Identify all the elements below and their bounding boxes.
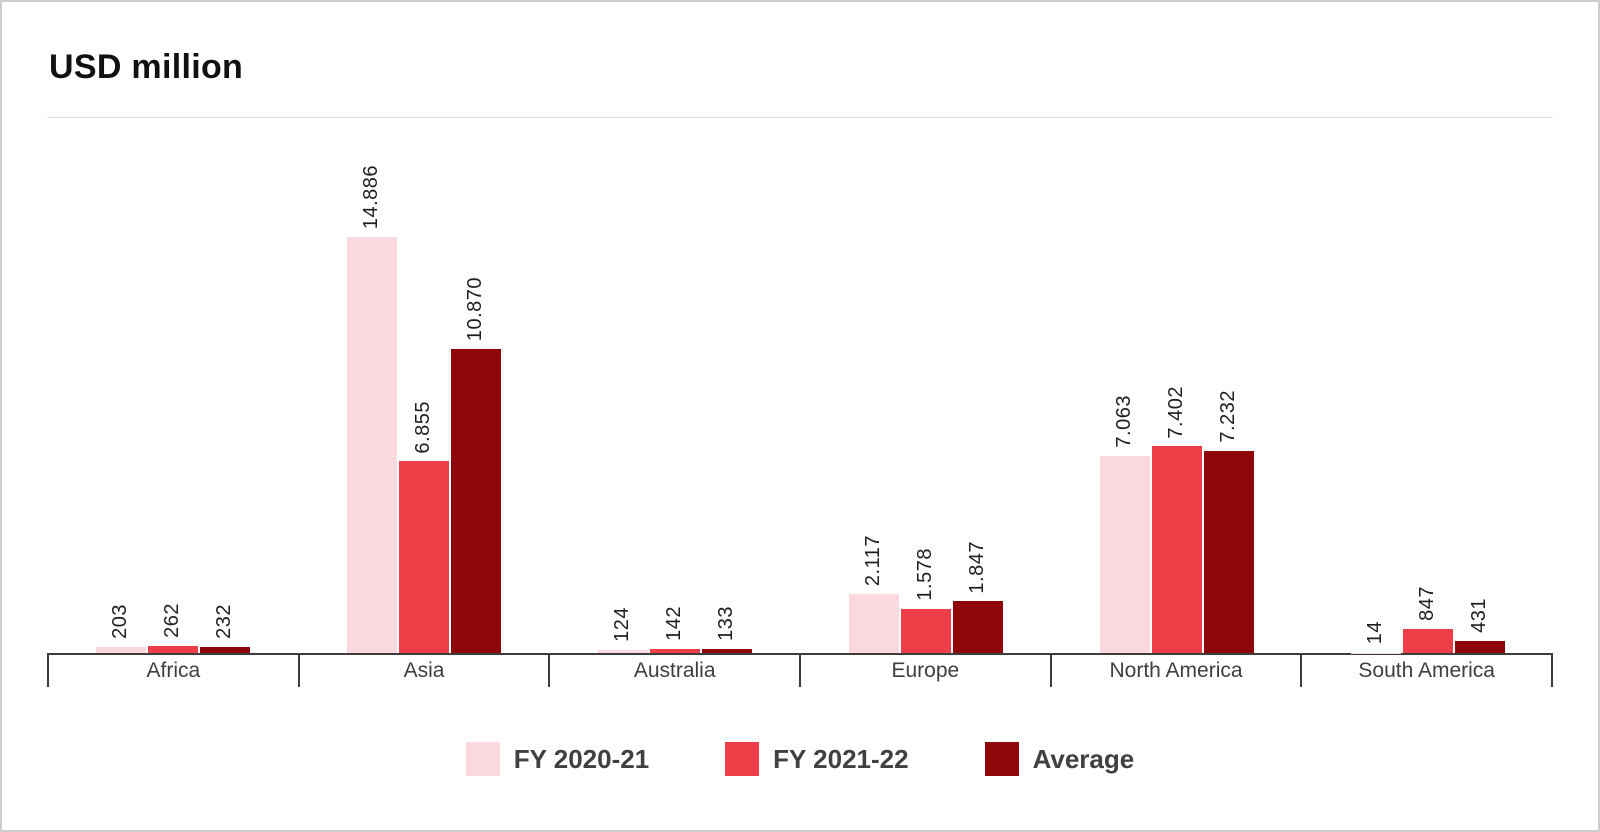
bar-value-label: 203 <box>109 604 131 640</box>
bar <box>199 646 250 653</box>
legend-swatch <box>465 742 500 776</box>
bar <box>398 461 449 653</box>
bar-slot: 232 <box>199 603 250 653</box>
bar <box>1203 450 1254 653</box>
bar-slot: 262 <box>147 602 198 653</box>
legend-label: FY 2021-22 <box>773 743 909 774</box>
bar-value-label: 7.402 <box>1165 385 1187 439</box>
bar-group-europe: 2.117 1.578 1.847 <box>800 118 1051 653</box>
bar-value-label: 1.578 <box>914 548 936 601</box>
bar-slot: 431 <box>1454 598 1505 653</box>
bar <box>900 608 951 653</box>
bar-slot: 142 <box>649 606 700 653</box>
bar <box>147 645 198 653</box>
bar-slot: 124 <box>597 606 648 653</box>
bar-value-label: 232 <box>213 603 235 639</box>
bar-slot: 847 <box>1402 586 1453 653</box>
bar-value-label: 14 <box>1364 621 1386 645</box>
bar <box>95 647 146 653</box>
bar-slot: 14 <box>1350 621 1401 653</box>
bar-value-label: 431 <box>1468 598 1490 633</box>
legend-swatch <box>725 742 760 776</box>
bar <box>346 237 397 653</box>
bar-slot: 7.232 <box>1203 390 1254 653</box>
category-axis: Africa Asia Australia Europe North America So… <box>47 653 1554 687</box>
bar-slot: 203 <box>95 604 146 653</box>
bar-slot: 7.063 <box>1099 395 1150 653</box>
bar-value-label: 10.870 <box>464 277 486 342</box>
plot-area: 203 262 232 14.886 6.855 10.870 124 142 133 2.117… <box>47 118 1553 653</box>
bar-group-south-america: 14 847 431 <box>1302 118 1553 653</box>
chart-title: USD million <box>49 48 244 86</box>
legend-label: FY 2020-21 <box>513 743 650 774</box>
bar-group-asia: 14.886 6.855 10.870 <box>298 118 549 653</box>
category-label-north-america: North America <box>1049 655 1301 687</box>
chart-card: USD million 203 262 232 14.886 6.855 10.870 12… <box>2 48 1598 776</box>
category-label-africa: Africa <box>47 655 298 687</box>
bar-value-label: 6.855 <box>412 400 434 454</box>
bar <box>1099 455 1150 653</box>
category-label-south-america: South America <box>1300 655 1554 687</box>
legend-item: FY 2021-22 <box>725 742 909 776</box>
bar-group-australia: 124 142 133 <box>549 118 800 653</box>
legend-item: Average <box>984 742 1135 776</box>
bar <box>1350 652 1401 653</box>
bar-value-label: 2.117 <box>862 534 884 586</box>
bar-slot: 133 <box>701 606 752 653</box>
legend-item: FY 2020-21 <box>465 742 650 776</box>
bar-value-label: 262 <box>161 602 183 638</box>
bar-value-label: 1.847 <box>966 540 988 594</box>
bar-group-north-america: 7.063 7.402 7.232 <box>1051 118 1302 653</box>
bar <box>1151 446 1202 653</box>
bar-group-africa: 203 262 232 <box>47 118 298 653</box>
bar <box>1454 641 1505 653</box>
bar <box>649 649 700 653</box>
legend-swatch <box>984 742 1019 776</box>
bar-slot: 6.855 <box>398 400 449 653</box>
bar-slot: 1.578 <box>900 548 951 653</box>
bar-value-label: 7.232 <box>1217 390 1239 443</box>
bar-value-label: 847 <box>1416 586 1438 622</box>
bar <box>597 649 648 653</box>
bar <box>701 649 752 653</box>
bar-value-label: 133 <box>715 606 737 642</box>
bar-slot: 1.847 <box>952 540 1003 653</box>
bar-slot: 10.870 <box>450 277 501 653</box>
bar <box>450 349 501 653</box>
bar-slot: 7.402 <box>1151 385 1202 653</box>
bar-value-label: 142 <box>663 606 685 641</box>
category-label-asia: Asia <box>297 655 549 687</box>
bar-value-label: 7.063 <box>1113 395 1135 448</box>
bar <box>952 601 1003 653</box>
bar-slot: 14.886 <box>346 164 397 653</box>
category-label-europe: Europe <box>799 655 1050 687</box>
category-label-australia: Australia <box>548 655 799 687</box>
legend-label: Average <box>1032 743 1135 774</box>
bar <box>1402 629 1453 653</box>
title-divider <box>47 117 1553 118</box>
bar-value-label: 14.886 <box>360 164 382 229</box>
bar-slot: 2.117 <box>848 534 899 653</box>
bar-value-label: 124 <box>611 606 633 642</box>
legend: FY 2020-21 FY 2021-22 Average <box>47 742 1553 776</box>
bar <box>848 593 899 653</box>
